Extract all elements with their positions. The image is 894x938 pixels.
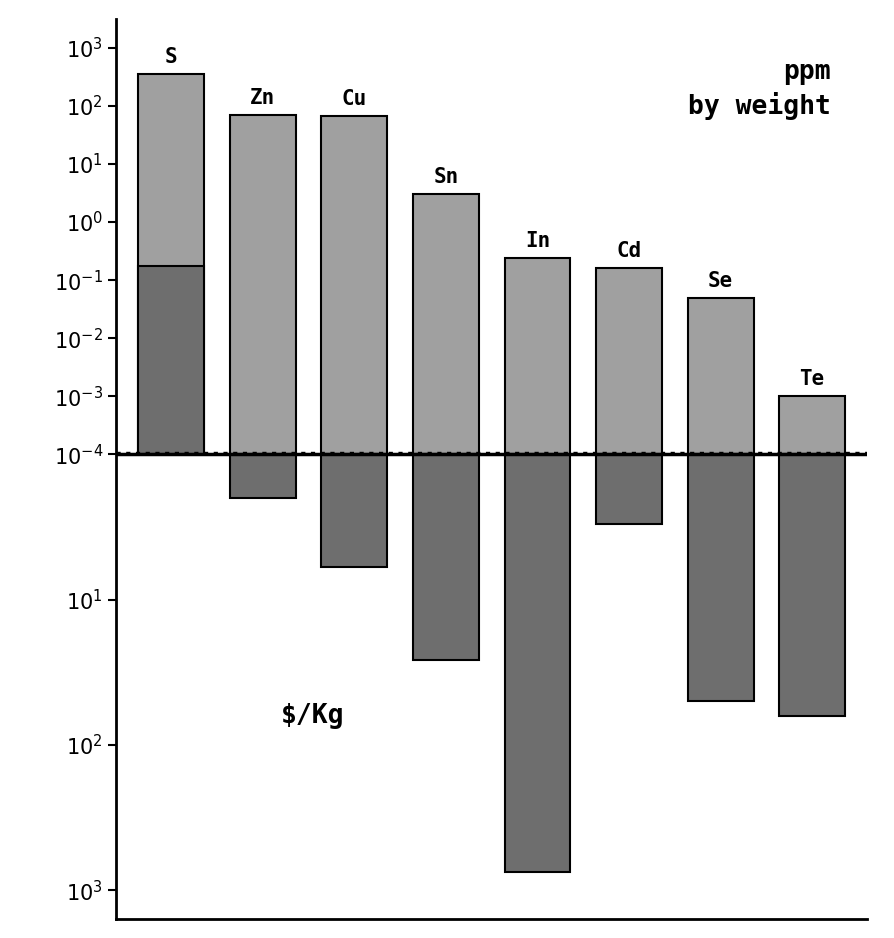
Bar: [321, 115, 387, 455]
Text: Cu: Cu: [342, 89, 367, 109]
Text: $/Kg: $/Kg: [281, 703, 344, 729]
Bar: [780, 455, 845, 716]
Bar: [230, 114, 296, 455]
Text: Te: Te: [799, 370, 825, 389]
Bar: [687, 455, 754, 702]
Bar: [687, 297, 754, 455]
Bar: [504, 258, 570, 455]
Bar: [413, 455, 479, 660]
Bar: [596, 455, 662, 523]
Bar: [139, 265, 204, 455]
Text: S: S: [164, 47, 178, 68]
Bar: [596, 268, 662, 455]
Text: Se: Se: [708, 271, 733, 291]
Text: Zn: Zn: [250, 88, 275, 108]
Bar: [780, 397, 845, 455]
Bar: [139, 74, 204, 455]
Bar: [504, 455, 570, 872]
Bar: [413, 194, 479, 455]
Text: Sn: Sn: [434, 167, 459, 188]
Text: Cd: Cd: [617, 241, 642, 262]
Bar: [321, 455, 387, 567]
Text: ppm
by weight: ppm by weight: [687, 59, 831, 120]
Bar: [230, 455, 296, 498]
Text: In: In: [525, 231, 550, 251]
